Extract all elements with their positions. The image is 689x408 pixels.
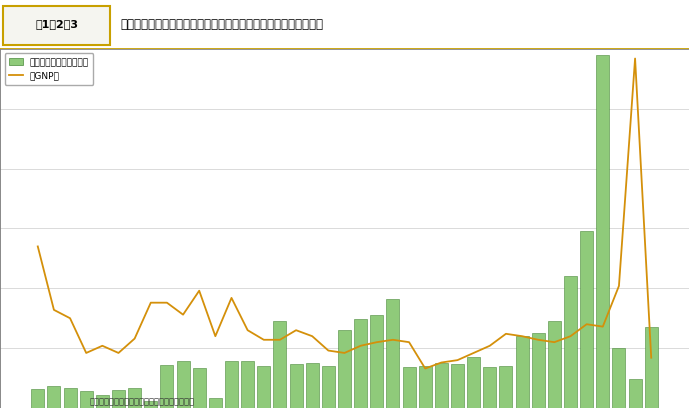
导GNP比 bbox=[114, 350, 123, 355]
Line: 导GNP比: 导GNP比 bbox=[38, 58, 651, 368]
Text: 施設関係等被害額及び同被害額の国民総生産に対する比率の推移: 施設関係等被害額及び同被害額の国民総生産に対する比率の推移 bbox=[121, 18, 324, 31]
导GNP比 bbox=[405, 340, 413, 345]
Bar bbox=[241, 361, 254, 408]
导GNP比 bbox=[179, 312, 187, 317]
Bar bbox=[613, 348, 626, 408]
Bar bbox=[387, 299, 400, 408]
导GNP比 bbox=[582, 322, 590, 327]
Text: 注）各省庁資料を基に，内閣府において作成。: 注）各省庁資料を基に，内閣府において作成。 bbox=[90, 397, 194, 406]
Bar bbox=[402, 367, 415, 408]
导GNP比 bbox=[82, 350, 90, 355]
Text: 図1－2－3: 図1－2－3 bbox=[36, 20, 79, 29]
导GNP比 bbox=[551, 340, 559, 345]
导GNP比 bbox=[599, 324, 607, 329]
Bar bbox=[96, 395, 109, 408]
导GNP比 bbox=[340, 350, 349, 355]
导GNP比 bbox=[486, 343, 494, 348]
导GNP比 bbox=[438, 360, 446, 365]
Bar bbox=[289, 364, 302, 408]
Bar bbox=[451, 364, 464, 408]
导GNP比 bbox=[243, 328, 251, 333]
导GNP比 bbox=[502, 331, 510, 336]
Bar bbox=[176, 361, 189, 408]
Bar bbox=[548, 321, 561, 408]
导GNP比 bbox=[34, 244, 42, 249]
导GNP比 bbox=[163, 300, 171, 305]
Bar bbox=[515, 336, 528, 408]
导GNP比 bbox=[534, 337, 542, 342]
导GNP比 bbox=[212, 334, 220, 339]
导GNP比 bbox=[373, 340, 381, 345]
Bar bbox=[144, 401, 157, 408]
导GNP比 bbox=[50, 307, 58, 312]
Bar bbox=[128, 388, 141, 408]
Bar bbox=[645, 327, 658, 408]
导GNP比 bbox=[99, 343, 107, 348]
Bar bbox=[435, 363, 448, 408]
Bar bbox=[338, 330, 351, 408]
导GNP比 bbox=[453, 358, 462, 363]
导GNP比 bbox=[469, 350, 477, 355]
Bar bbox=[597, 55, 609, 408]
Bar bbox=[209, 399, 222, 408]
FancyBboxPatch shape bbox=[3, 6, 110, 45]
Bar bbox=[63, 388, 76, 408]
导GNP比 bbox=[276, 337, 284, 342]
Legend: 施設等被害額（百万円）, 导GNP比: 施設等被害額（百万円）, 导GNP比 bbox=[5, 53, 94, 85]
导GNP比 bbox=[356, 343, 364, 348]
Bar bbox=[467, 357, 480, 408]
Bar bbox=[322, 366, 335, 408]
导GNP比 bbox=[647, 355, 655, 360]
Bar bbox=[112, 390, 125, 408]
导GNP比 bbox=[260, 337, 268, 342]
导GNP比 bbox=[389, 337, 397, 342]
Bar bbox=[532, 333, 545, 408]
Bar bbox=[564, 276, 577, 408]
Bar bbox=[306, 363, 319, 408]
Bar bbox=[80, 390, 92, 408]
导GNP比 bbox=[518, 334, 526, 339]
Bar bbox=[225, 361, 238, 408]
Bar bbox=[161, 365, 174, 408]
导GNP比 bbox=[227, 295, 236, 300]
Bar bbox=[274, 321, 287, 408]
导GNP比 bbox=[195, 288, 203, 293]
Bar bbox=[257, 366, 270, 408]
Bar bbox=[483, 367, 496, 408]
导GNP比 bbox=[130, 336, 138, 341]
导GNP比 bbox=[421, 366, 429, 371]
导GNP比 bbox=[615, 284, 623, 288]
Bar bbox=[628, 379, 641, 408]
Bar bbox=[419, 366, 432, 408]
导GNP比 bbox=[292, 328, 300, 333]
Bar bbox=[193, 368, 206, 408]
导GNP比 bbox=[325, 348, 333, 353]
Bar bbox=[354, 319, 367, 408]
导GNP比 bbox=[308, 334, 316, 339]
Bar bbox=[500, 366, 513, 408]
导GNP比 bbox=[566, 334, 575, 339]
导GNP比 bbox=[147, 300, 155, 305]
Bar bbox=[48, 386, 61, 408]
导GNP比 bbox=[66, 316, 74, 321]
Bar bbox=[31, 390, 44, 408]
导GNP比 bbox=[631, 56, 639, 61]
Bar bbox=[580, 231, 593, 408]
Bar bbox=[370, 315, 383, 408]
